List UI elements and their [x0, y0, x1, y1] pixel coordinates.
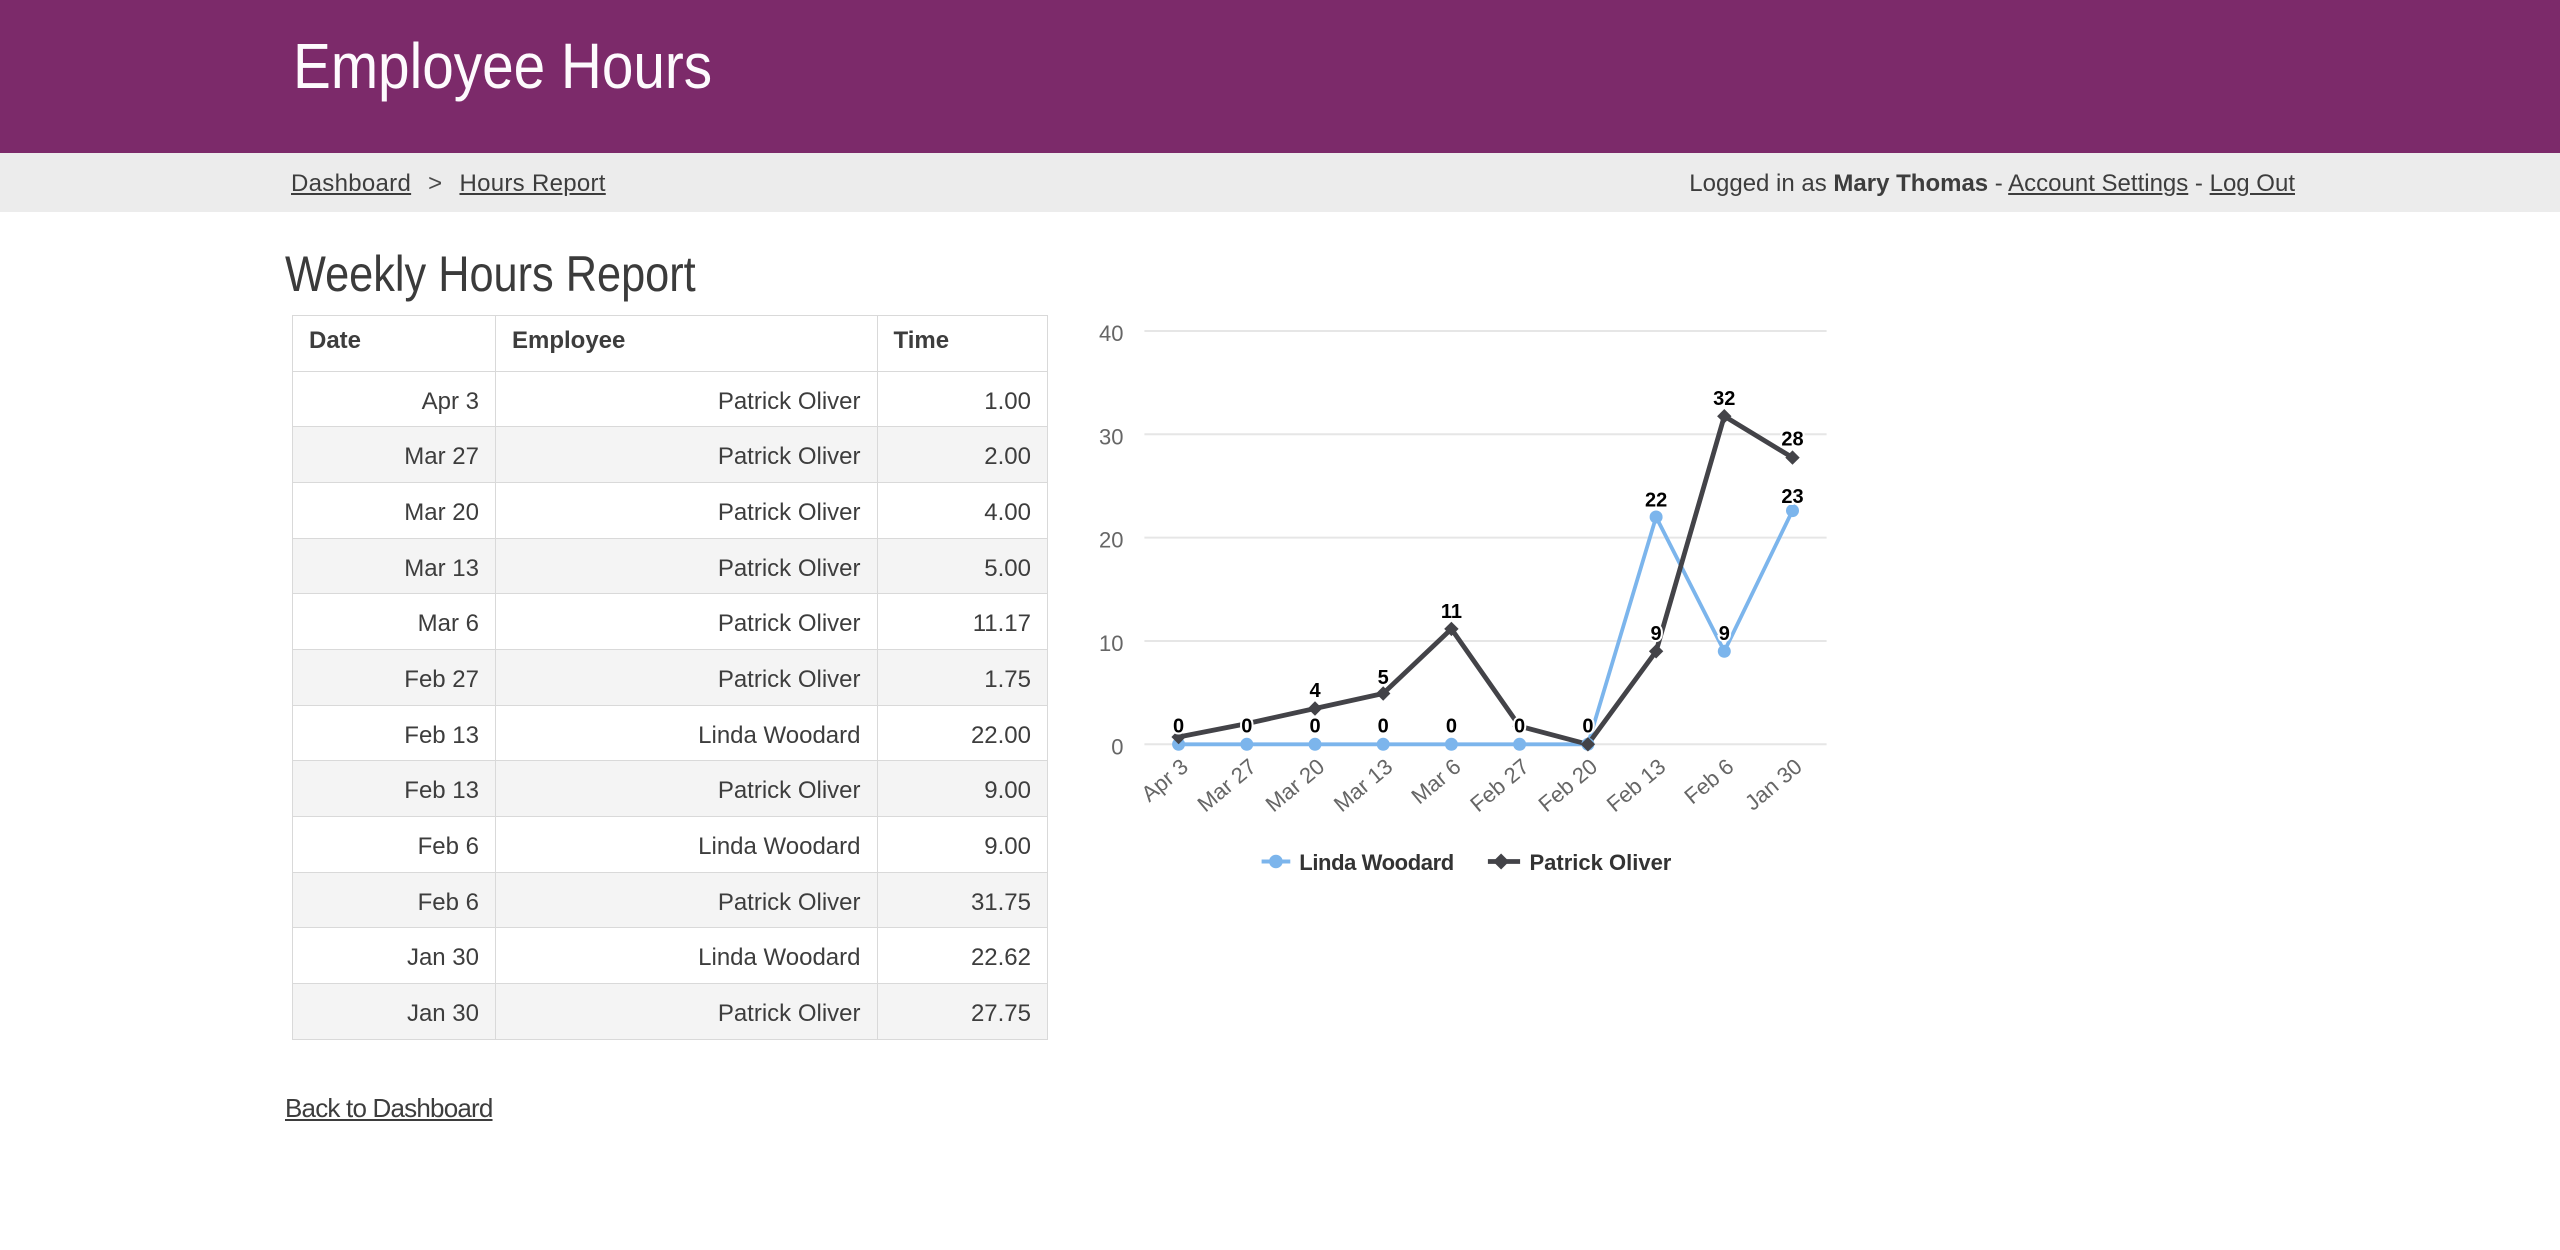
svg-text:0: 0 [1582, 716, 1593, 738]
svg-text:22: 22 [1645, 490, 1667, 512]
svg-text:0: 0 [1111, 734, 1123, 759]
svg-text:28: 28 [1781, 429, 1803, 451]
svg-text:11: 11 [1441, 601, 1462, 623]
svg-text:0: 0 [1309, 716, 1320, 738]
svg-text:40: 40 [1099, 321, 1123, 346]
svg-text:Patrick Oliver: Patrick Oliver [1530, 850, 1672, 875]
svg-text:Feb 13: Feb 13 [1602, 754, 1671, 817]
svg-text:Jan 30: Jan 30 [1740, 754, 1807, 816]
svg-text:Mar 6: Mar 6 [1406, 754, 1465, 809]
svg-text:20: 20 [1099, 528, 1123, 553]
svg-text:Mar 20: Mar 20 [1261, 754, 1330, 817]
svg-text:9: 9 [1651, 623, 1662, 645]
svg-text:4: 4 [1309, 680, 1321, 702]
svg-text:9: 9 [1719, 623, 1730, 645]
svg-text:Apr 3: Apr 3 [1136, 754, 1192, 807]
svg-text:10: 10 [1099, 631, 1123, 656]
svg-text:Feb 6: Feb 6 [1679, 754, 1738, 809]
svg-text:0: 0 [1514, 716, 1525, 738]
svg-text:30: 30 [1099, 424, 1123, 449]
svg-text:32: 32 [1713, 388, 1735, 410]
svg-text:0: 0 [1241, 716, 1252, 738]
svg-text:0: 0 [1446, 716, 1457, 738]
svg-text:0: 0 [1378, 716, 1389, 738]
svg-text:Feb 27: Feb 27 [1465, 754, 1534, 817]
svg-text:Feb 20: Feb 20 [1534, 754, 1603, 817]
svg-text:0: 0 [1173, 716, 1184, 738]
svg-text:5: 5 [1378, 667, 1389, 689]
svg-text:Mar 27: Mar 27 [1192, 754, 1261, 817]
svg-text:Mar 13: Mar 13 [1329, 754, 1398, 817]
svg-text:23: 23 [1781, 486, 1803, 508]
svg-text:Linda Woodard: Linda Woodard [1299, 850, 1454, 875]
